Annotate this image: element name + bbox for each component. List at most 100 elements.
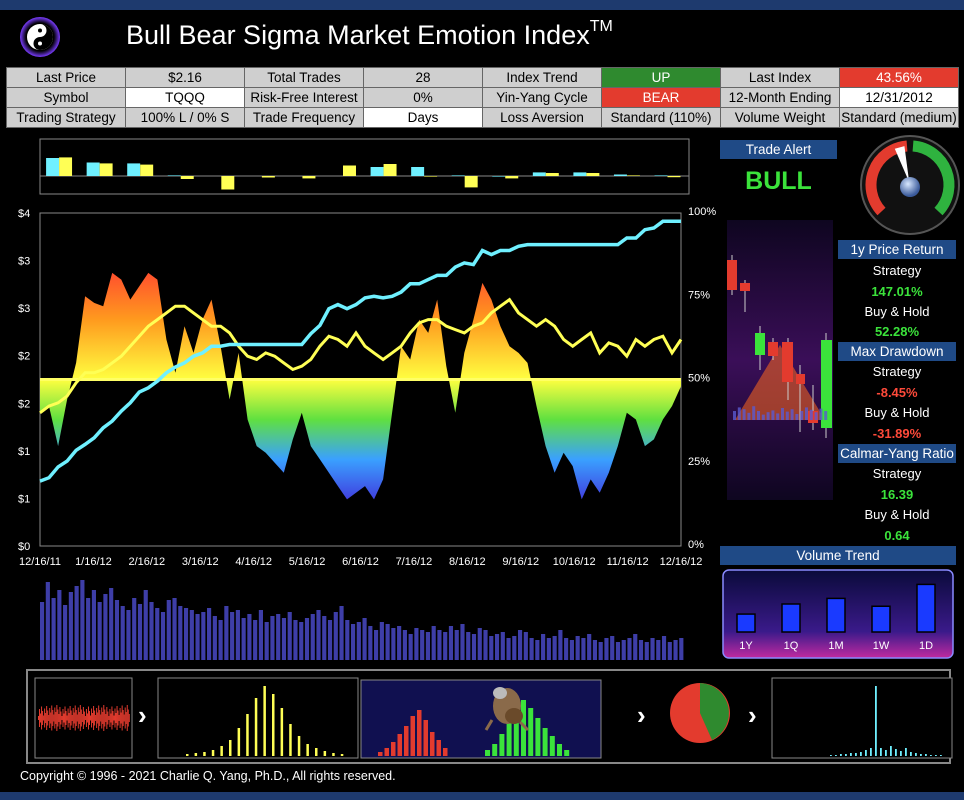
- volume-bar: [132, 598, 137, 660]
- volume-bar: [529, 638, 534, 660]
- candle-volume-bar: [761, 414, 765, 420]
- x-axis: 12/16/11 1/16/12 2/16/12 3/16/12 4/16/12 5/16…: [19, 556, 702, 568]
- volume-bar: [137, 604, 143, 660]
- bull-bar: [485, 750, 490, 756]
- candle: [727, 260, 737, 290]
- strip-arrow-icon: ›: [748, 700, 757, 730]
- spike-bar: [855, 753, 857, 756]
- noise-bar: [66, 715, 68, 721]
- bear-bar: [443, 748, 448, 756]
- top-bar-yellow: [59, 157, 73, 176]
- buy-hold-label: Buy & Hold: [864, 507, 930, 522]
- top-bar-yellow: [221, 176, 235, 190]
- strip-histogram-box: [157, 677, 359, 759]
- volume-bar: [172, 598, 177, 660]
- top-bar-yellow: [180, 176, 194, 179]
- info-row: Last Price $2.16 Total Trades 28 Index T…: [6, 67, 959, 88]
- volume-bar: [437, 630, 442, 660]
- bear-bar: [391, 742, 396, 756]
- trade-alert-value: BULL: [745, 167, 812, 195]
- spike-bar: [830, 755, 832, 756]
- candle-volume: [733, 406, 828, 420]
- volume-bar: [86, 598, 91, 660]
- volume-bar: [483, 630, 488, 660]
- noise-bar: [38, 716, 39, 720]
- noise-bar: [75, 710, 77, 726]
- noise-bar: [95, 715, 97, 721]
- strategy-label: Strategy: [872, 364, 922, 379]
- top-bar-cyan: [127, 163, 141, 176]
- volume-bar: [63, 605, 68, 660]
- candle: [782, 342, 793, 382]
- info-value: 0%: [363, 87, 483, 108]
- bottom-bar: [0, 792, 964, 800]
- volume-bar: [460, 624, 465, 660]
- volume-bar: [264, 622, 269, 660]
- noise-bar: [87, 706, 89, 730]
- trade-frequency-field[interactable]: Days: [363, 107, 483, 128]
- top-bar-cyan: [451, 175, 465, 176]
- volume-bar: [391, 628, 396, 660]
- histogram-bar: [323, 751, 327, 756]
- info-table: Last Price $2.16 Total Trades 28 Index T…: [6, 67, 959, 128]
- price-return-header: 1y Price Return: [838, 240, 956, 259]
- noise-bar: [62, 709, 64, 727]
- candle-volume-bar: [776, 413, 780, 420]
- top-bar-yellow: [545, 173, 559, 176]
- volume-bar: [466, 632, 471, 660]
- top-bar-cyan: [167, 175, 181, 176]
- spike-bar: [860, 752, 862, 756]
- noise-bar: [41, 706, 43, 730]
- top-bar-yellow: [667, 176, 681, 178]
- bear-bar: [417, 710, 422, 756]
- bull-bar: [557, 744, 562, 756]
- volume-bar: [103, 594, 108, 660]
- spike-bar: [890, 746, 892, 756]
- volume-bar: [477, 628, 482, 660]
- noise-bar: [102, 712, 104, 724]
- calmar-strategy-value: 16.39: [880, 487, 914, 502]
- histogram-bar: [297, 736, 301, 756]
- top-bar: [0, 0, 964, 10]
- noise-bar: [125, 712, 127, 724]
- yin-yang-cycle-badge: BEAR: [601, 87, 721, 108]
- volume-bar: [356, 622, 361, 660]
- histogram-bar: [194, 753, 198, 756]
- volume-bar: [500, 632, 505, 660]
- volume-bar: [552, 636, 557, 660]
- ending-date-field[interactable]: 12/31/2012: [839, 87, 959, 108]
- volume-bar: [45, 582, 50, 660]
- noise-bar: [113, 715, 115, 721]
- trade-alert-header: Trade Alert: [720, 140, 837, 159]
- y-tick-label: 75%: [688, 289, 710, 301]
- histogram-bar: [220, 746, 223, 756]
- y-tick-label: $3: [18, 256, 30, 268]
- noise-bar: [96, 708, 98, 728]
- volume-bar: [276, 614, 281, 660]
- bull-bar: [535, 718, 541, 756]
- info-label: Index Trend: [482, 67, 602, 88]
- volume-trend-bar: [916, 583, 936, 633]
- top-bar-yellow: [464, 176, 478, 188]
- volume-bar: [564, 638, 569, 660]
- volume-bar: [425, 632, 431, 660]
- info-value: $2.16: [125, 67, 245, 88]
- spike-bar: [910, 752, 912, 756]
- volume-bar: [661, 636, 667, 660]
- noise-bar: [48, 715, 50, 721]
- calmar-header: Calmar-Yang Ratio: [838, 444, 956, 463]
- info-row: Trading Strategy 100% L / 0% S Trade Fre…: [6, 107, 959, 128]
- noise-bar: [43, 715, 45, 721]
- histogram-bar: [272, 694, 275, 756]
- x-tick-label: 11/16/12: [607, 556, 649, 568]
- top-bars-frame: [39, 138, 690, 195]
- spike-bar: [915, 753, 917, 756]
- volume-bar: [40, 602, 45, 660]
- candle-volume-bar: [809, 409, 813, 420]
- noise-bar: [115, 713, 117, 723]
- bull-bar: [513, 712, 519, 756]
- noise-bar: [76, 714, 78, 722]
- volume-bar: [345, 620, 350, 660]
- symbol-field[interactable]: TQQQ: [125, 87, 245, 108]
- volume-bar: [247, 614, 252, 660]
